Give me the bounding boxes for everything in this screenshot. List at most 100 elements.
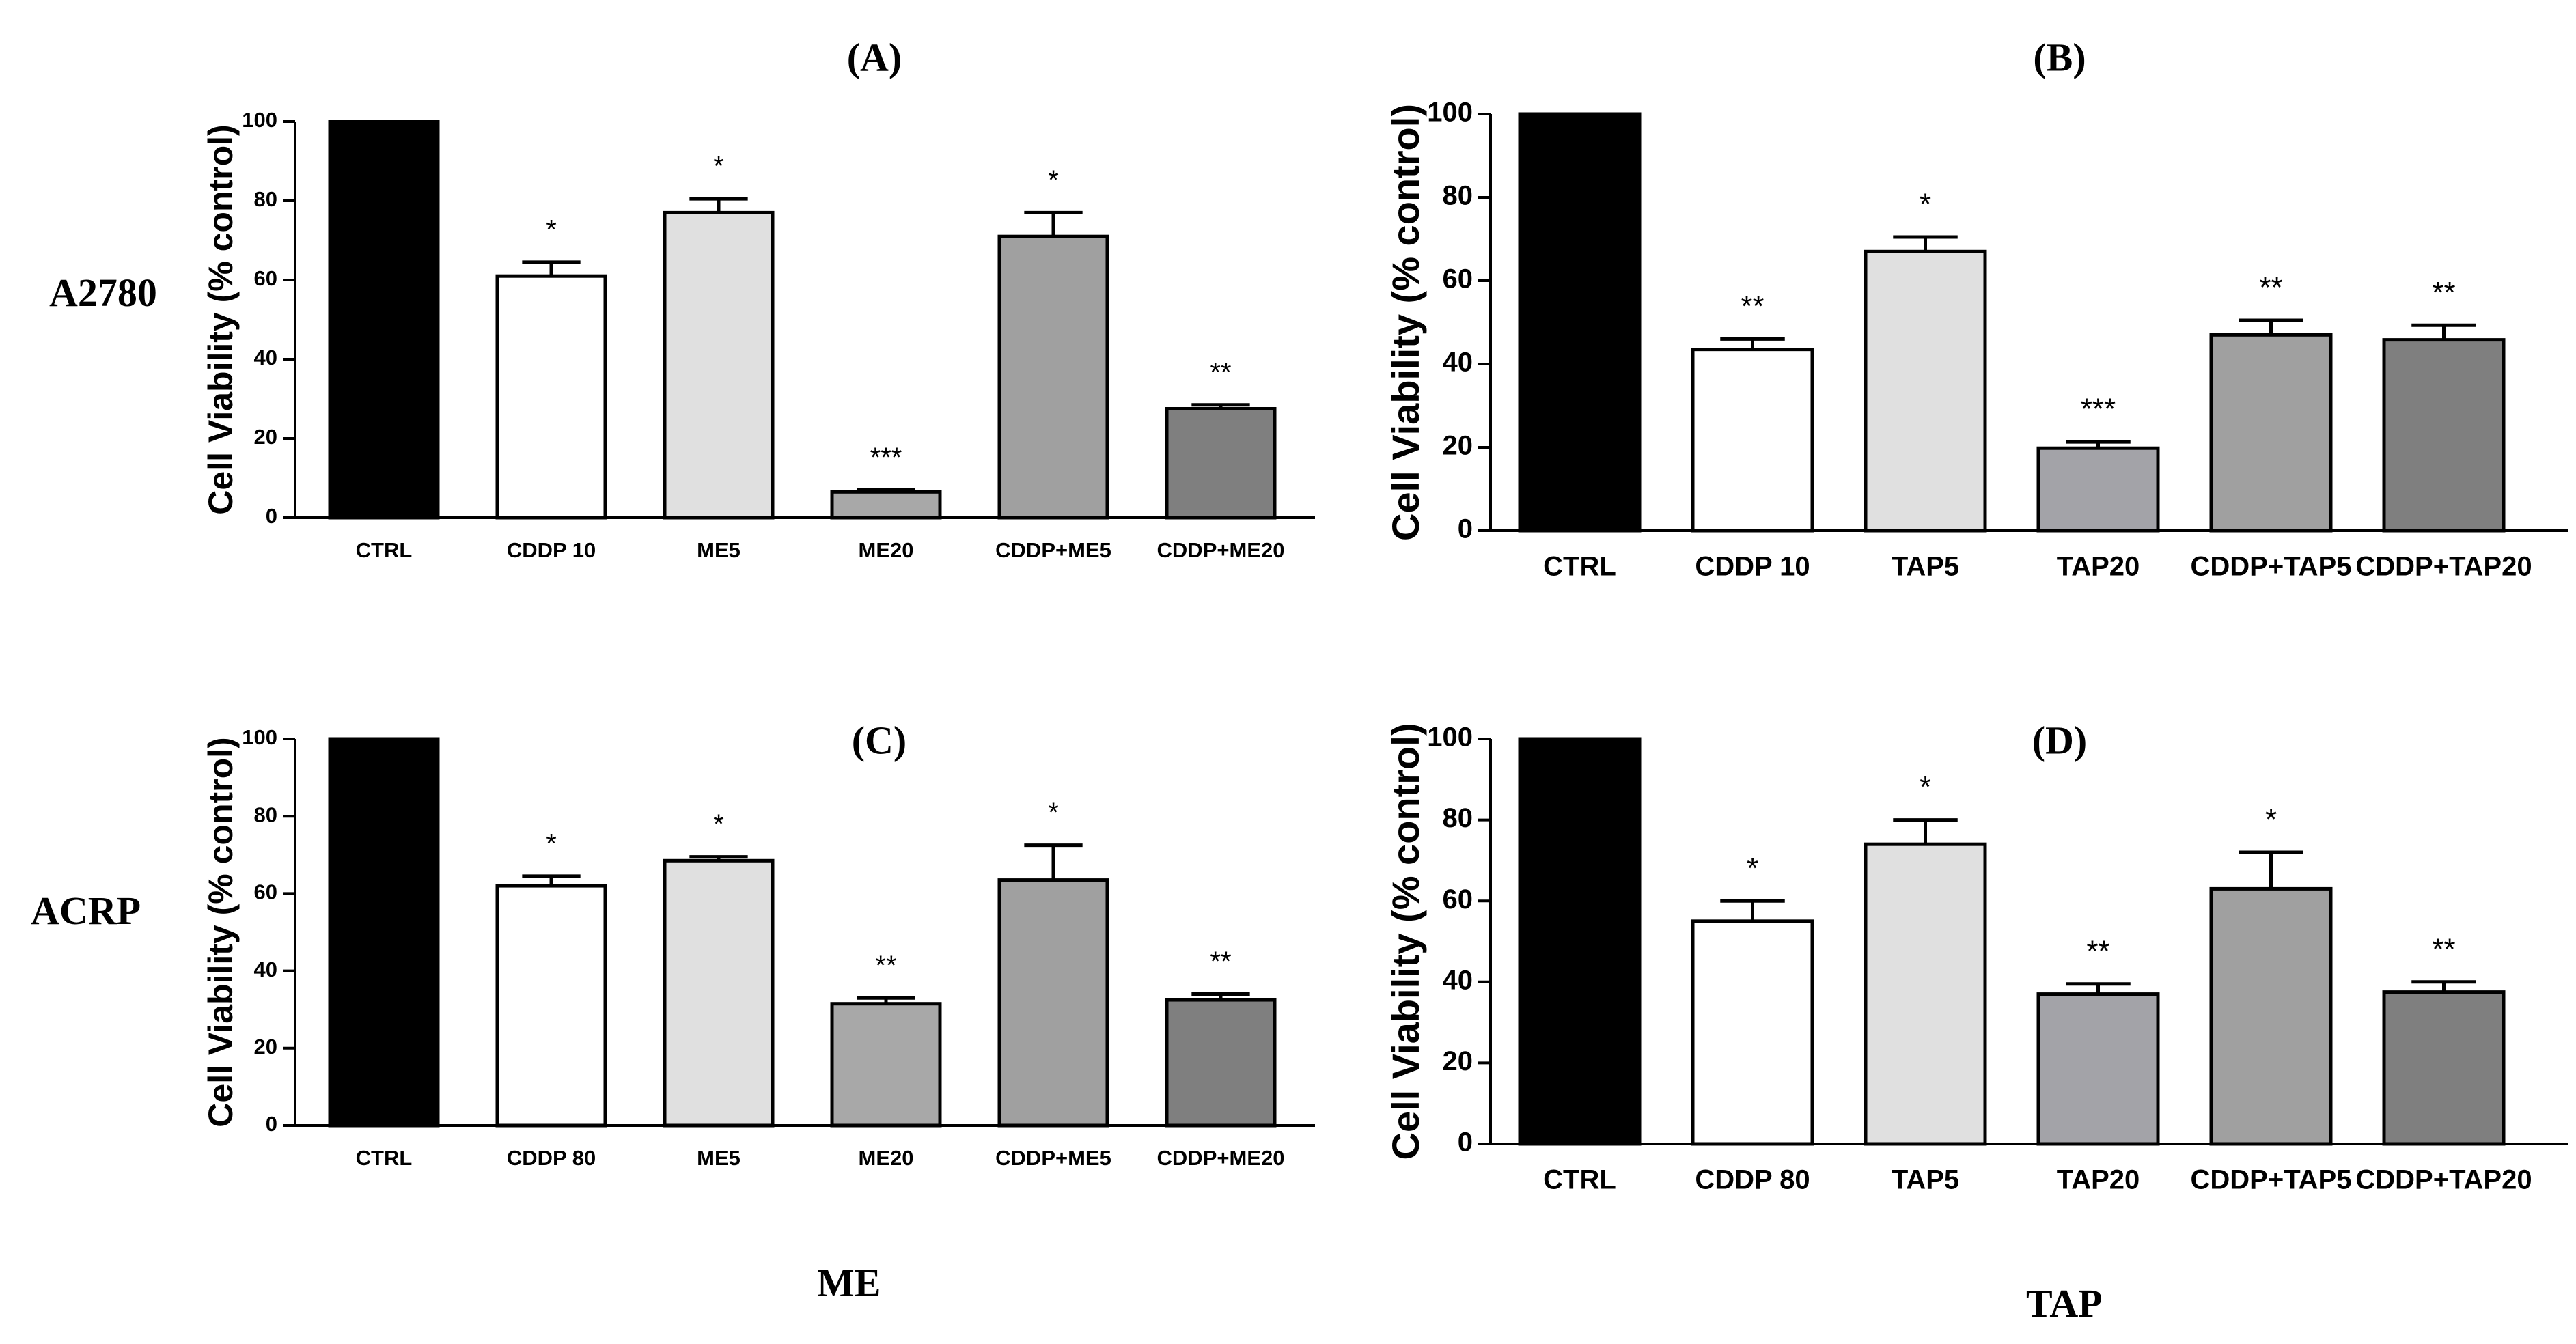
panel-c-category-label: CDDP+ME5 xyxy=(995,1146,1111,1170)
panel-a-title: (A) xyxy=(847,35,902,79)
panel-d-ylabel: Cell Viability (% control) xyxy=(1384,723,1427,1160)
panel-d-bar xyxy=(1864,842,1987,1146)
panel-c-ytick-label: 40 xyxy=(254,957,277,981)
panel-d-ytick-label: 20 xyxy=(1443,1046,1473,1076)
panel-c-significance-label: ** xyxy=(1210,947,1231,977)
panel-c-ytick-label: 20 xyxy=(254,1035,277,1059)
panel-d-title: (D) xyxy=(2032,718,2088,762)
panel-a-ytick-label: 80 xyxy=(254,187,277,211)
panel-a-category-label: ME20 xyxy=(859,538,914,562)
panel-b-bar xyxy=(2382,338,2506,533)
panel-d-category-label: TAP20 xyxy=(2057,1165,2140,1195)
row-label-acrp: ACRP xyxy=(31,888,141,933)
panel-a-bar xyxy=(1165,407,1277,520)
panel-c-ytick-label: 0 xyxy=(266,1112,277,1136)
panel-d-bar xyxy=(2036,992,2160,1146)
panel-a-bar xyxy=(663,210,775,520)
panel-d-significance-label: * xyxy=(2265,803,2277,837)
panel-c-ytick-label: 60 xyxy=(254,880,277,904)
panel-b-bar xyxy=(1864,249,1987,533)
panel-c-category-label: ME5 xyxy=(697,1146,740,1170)
panel-b-significance-label: ** xyxy=(2259,271,2282,305)
panel-d-bar xyxy=(1691,919,1814,1146)
panel-b-category-label: TAP20 xyxy=(2057,552,2140,582)
panel-c-bar xyxy=(663,858,775,1128)
panel-b-title: (B) xyxy=(2033,35,2086,79)
panel-b-category-label: CDDP+TAP5 xyxy=(2191,552,2352,582)
panel-c-ytick-label: 80 xyxy=(254,802,277,826)
panel-d-category-label: CDDP 80 xyxy=(1695,1165,1810,1195)
panel-a-bar xyxy=(328,120,440,520)
panel-b-bar xyxy=(1691,348,1814,533)
panel-a-bar xyxy=(495,274,607,520)
panel-c-bar xyxy=(1165,998,1277,1128)
panel-a-ytick-label: 40 xyxy=(254,346,277,369)
panel-b-ytick-label: 80 xyxy=(1443,181,1473,211)
panel-a-category-label: ME5 xyxy=(697,538,740,562)
panel-a-category-label: CDDP 10 xyxy=(507,538,596,562)
panel-b-ytick-label: 60 xyxy=(1443,264,1473,294)
panel-b-ytick-label: 0 xyxy=(1458,514,1473,544)
panel-d-significance-label: * xyxy=(1920,770,1931,804)
panel-a-category-label: CTRL xyxy=(356,538,413,562)
panel-c-significance-label: * xyxy=(713,809,724,839)
panel-b-significance-label: * xyxy=(1920,188,1931,221)
panel-a-significance-label: * xyxy=(713,152,724,182)
panel-c-bar xyxy=(328,737,440,1128)
panel-b-bar xyxy=(2209,333,2333,533)
panel-a-ytick-label: 0 xyxy=(266,504,277,528)
panel-b-significance-label: ** xyxy=(1741,290,1764,323)
panel-d-bar xyxy=(1518,737,1642,1146)
panel-a-bar xyxy=(997,234,1109,520)
panel-a-significance-label: * xyxy=(1048,165,1059,195)
panel-d-category-label: CDDP+TAP20 xyxy=(2355,1165,2532,1195)
panel-b-ytick-label: 20 xyxy=(1443,431,1473,461)
panel-c-category-label: CTRL xyxy=(356,1146,413,1170)
panel-c-significance-label: * xyxy=(1048,798,1059,828)
panel-a-ylabel: Cell Viability (% control) xyxy=(202,124,240,514)
panel-b-significance-label: ** xyxy=(2432,276,2455,309)
panel-c-significance-label: ** xyxy=(875,951,896,981)
panel-d-significance-label: ** xyxy=(2086,934,2109,968)
panel-b-significance-label: *** xyxy=(2081,393,2116,426)
panel-d-ytick-label: 40 xyxy=(1443,965,1473,995)
panel-a-significance-label: *** xyxy=(870,443,902,473)
panel-a-ytick-label: 20 xyxy=(254,425,277,449)
panel-d-significance-label: ** xyxy=(2432,932,2455,966)
panel-c-ylabel: Cell Viability (% control) xyxy=(202,737,240,1127)
panel-a-significance-label: * xyxy=(546,214,557,244)
panel-a-significance-label: ** xyxy=(1210,357,1231,387)
column-label-me: ME xyxy=(817,1261,881,1305)
panel-a-ytick-label: 60 xyxy=(254,266,277,290)
panel-d-ytick-label: 80 xyxy=(1443,803,1473,833)
panel-c-category-label: ME20 xyxy=(859,1146,914,1170)
panel-b-category-label: CDDP 10 xyxy=(1695,552,1810,582)
panel-b-bar xyxy=(2036,446,2160,533)
panel-c-ytick-label: 100 xyxy=(242,725,277,749)
panel-b-category-label: TAP5 xyxy=(1892,552,1959,582)
panel-c-bar xyxy=(495,884,607,1128)
panel-c-bar xyxy=(997,878,1109,1128)
panel-c-category-label: CDDP+ME20 xyxy=(1157,1146,1285,1170)
panel-d-category-label: CTRL xyxy=(1543,1165,1616,1195)
panel-c-category-label: CDDP 80 xyxy=(507,1146,596,1170)
panel-d-category-label: TAP5 xyxy=(1892,1165,1959,1195)
panel-d-bar xyxy=(2209,886,2333,1146)
panel-d-significance-label: * xyxy=(1747,852,1758,885)
panel-b-ytick-label: 40 xyxy=(1443,348,1473,378)
panel-d-ytick-label: 100 xyxy=(1427,723,1473,753)
panel-b-category-label: CTRL xyxy=(1543,552,1616,582)
panel-a-category-label: CDDP+ME5 xyxy=(995,538,1111,562)
panel-d-ytick-label: 60 xyxy=(1443,884,1473,914)
panel-a-bar xyxy=(830,490,942,520)
panel-b-bar xyxy=(1518,112,1642,533)
row-label-a2780: A2780 xyxy=(49,270,157,315)
panel-b-category-label: CDDP+TAP20 xyxy=(2355,552,2532,582)
panel-d-bar xyxy=(2382,990,2506,1146)
panel-b-ytick-label: 100 xyxy=(1427,98,1473,128)
